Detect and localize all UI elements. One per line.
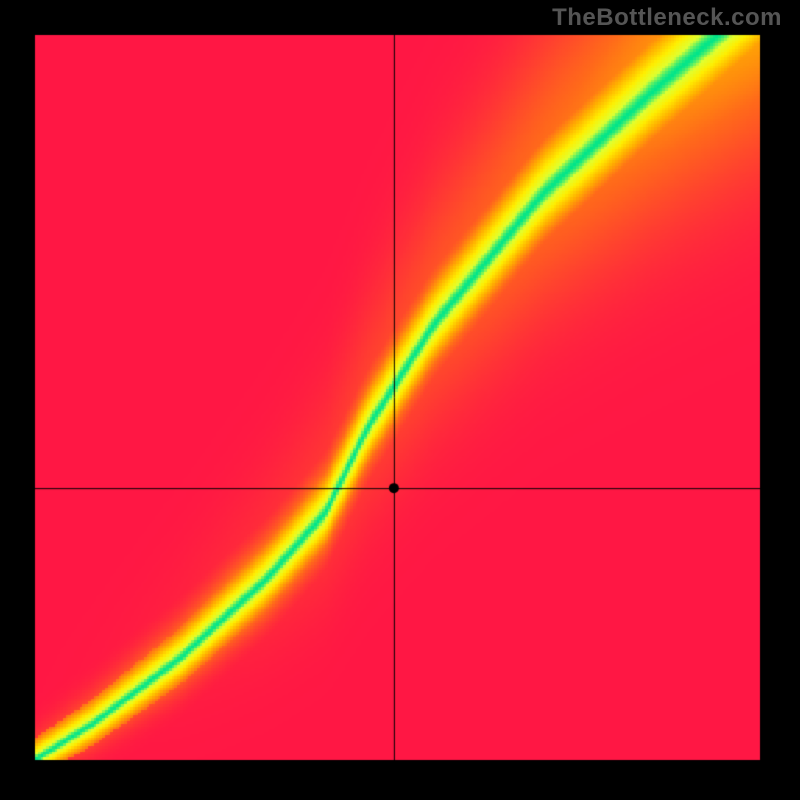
chart-container: { "watermark": { "text": "TheBottleneck.…: [0, 0, 800, 800]
bottleneck-heatmap: [0, 0, 800, 800]
watermark-text: TheBottleneck.com: [552, 4, 782, 32]
